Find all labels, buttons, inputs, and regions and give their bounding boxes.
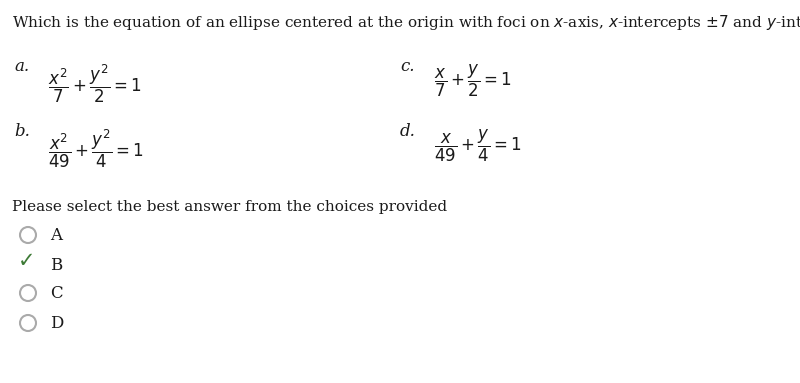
Text: Which is the equation of an ellipse centered at the origin with foci on $x$-axis: Which is the equation of an ellipse cent… xyxy=(12,13,800,32)
Text: b.: b. xyxy=(14,123,30,140)
Text: A: A xyxy=(50,226,62,244)
Text: $\dfrac{x^2}{7}+\dfrac{y^2}{2}=1$: $\dfrac{x^2}{7}+\dfrac{y^2}{2}=1$ xyxy=(48,63,142,105)
Text: c.: c. xyxy=(400,58,414,75)
Text: $\dfrac{x}{49}+\dfrac{y}{4}=1$: $\dfrac{x}{49}+\dfrac{y}{4}=1$ xyxy=(434,128,522,164)
Text: Please select the best answer from the choices provided: Please select the best answer from the c… xyxy=(12,200,447,214)
Text: ✓: ✓ xyxy=(18,251,35,271)
Text: $\dfrac{x}{7}+\dfrac{y}{2}=1$: $\dfrac{x}{7}+\dfrac{y}{2}=1$ xyxy=(434,63,512,99)
Text: a.: a. xyxy=(14,58,29,75)
Text: C: C xyxy=(50,285,62,301)
Text: d.: d. xyxy=(400,123,416,140)
Text: $\dfrac{x^2}{49}+\dfrac{y^2}{4}=1$: $\dfrac{x^2}{49}+\dfrac{y^2}{4}=1$ xyxy=(48,128,144,170)
Text: B: B xyxy=(50,257,62,273)
Text: D: D xyxy=(50,314,63,332)
